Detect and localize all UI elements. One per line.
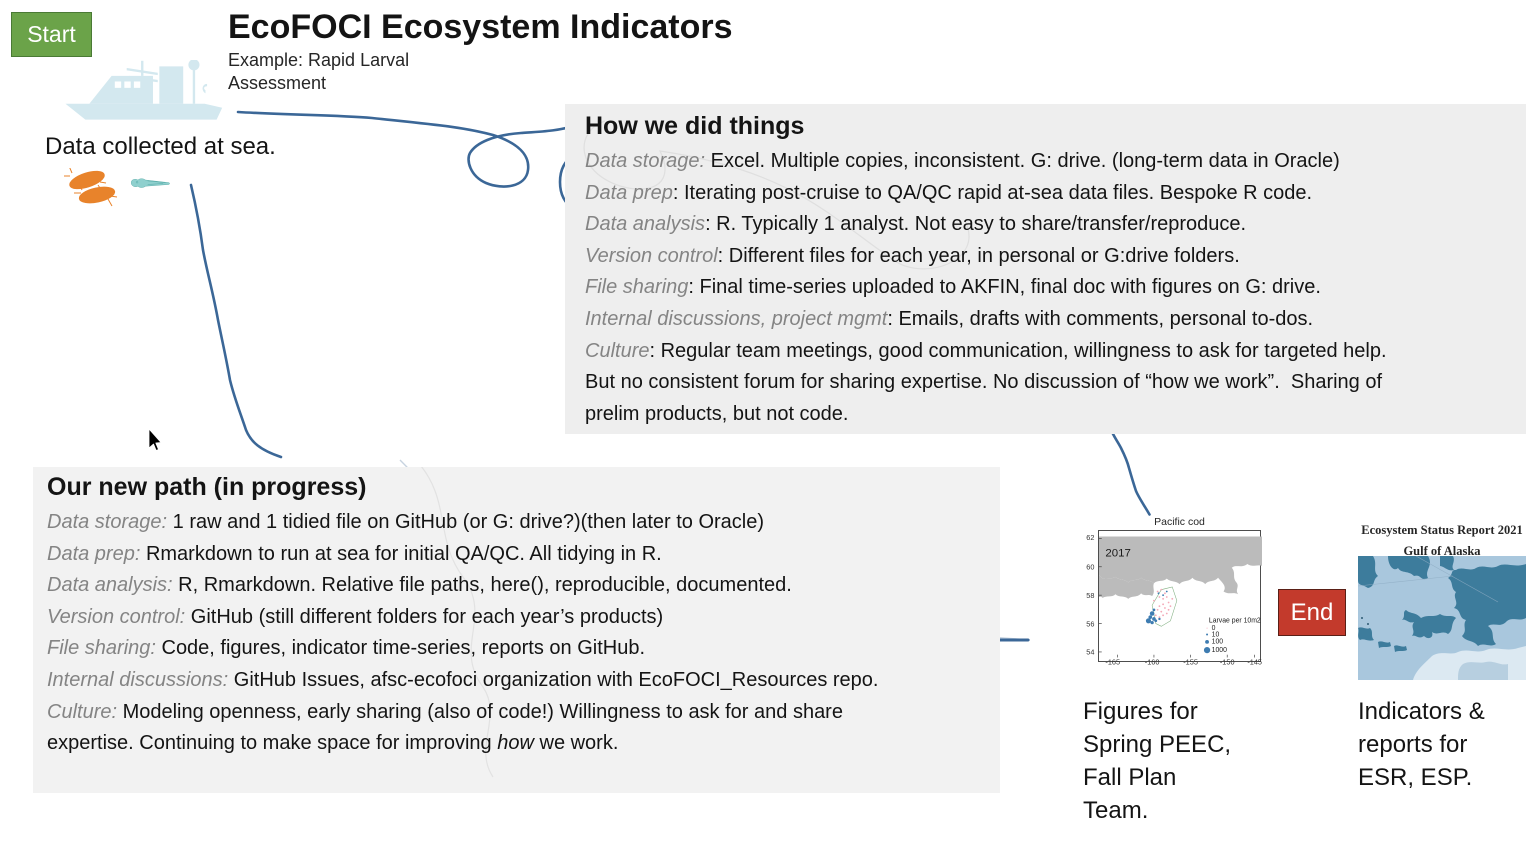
svg-text:-155: -155 [1183, 658, 1198, 667]
svg-text:10: 10 [1212, 631, 1220, 638]
svg-text:2017: 2017 [1105, 548, 1130, 560]
svg-text:54: 54 [1086, 648, 1094, 657]
svg-text:-165: -165 [1105, 658, 1120, 667]
svg-text:60: 60 [1086, 563, 1094, 572]
svg-text:-145: -145 [1247, 658, 1262, 667]
svg-text:-160: -160 [1145, 658, 1160, 667]
svg-text:100: 100 [1212, 639, 1224, 646]
svg-text:Larvae per 10m2: Larvae per 10m2 [1209, 618, 1261, 625]
svg-text:58: 58 [1086, 591, 1094, 600]
svg-text:56: 56 [1086, 619, 1094, 628]
svg-text:-150: -150 [1220, 658, 1235, 667]
svg-text:62: 62 [1086, 533, 1094, 542]
svg-text:1000: 1000 [1212, 647, 1227, 654]
